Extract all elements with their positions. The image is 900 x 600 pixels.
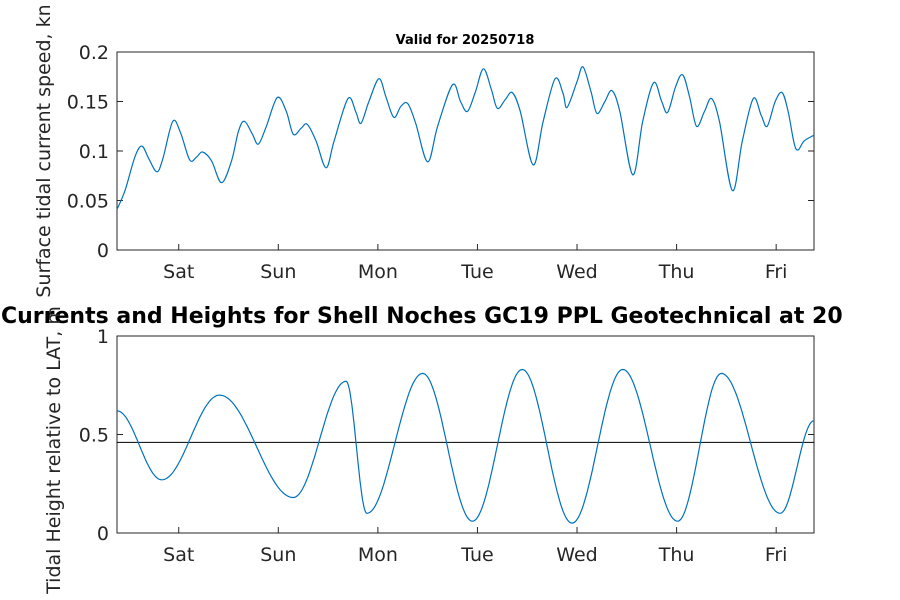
height-chart-title: Currents and Heights for Shell Noches GC… bbox=[1, 304, 843, 329]
current-x-tick-label: Wed bbox=[556, 261, 597, 283]
height-x-tick-label: Thu bbox=[658, 544, 695, 566]
current-x-tick-label: Sun bbox=[260, 261, 296, 283]
height-x-tick-label: Mon bbox=[358, 544, 398, 566]
current-x-tick-label: Thu bbox=[658, 261, 695, 283]
height-y-axis-label: Tidal Height relative to LAT, m bbox=[43, 306, 65, 595]
tidal-height-chart: Currents and Heights for Shell Noches GC… bbox=[1, 304, 843, 595]
current-x-tick-label: Fri bbox=[765, 261, 788, 283]
height-y-axis: 00.51 bbox=[79, 326, 814, 545]
height-x-tick-label: Sat bbox=[163, 544, 194, 566]
current-y-axis: 0 0.05 0.1 0.15 0.2 bbox=[67, 42, 814, 262]
height-x-tick-label: Sun bbox=[260, 544, 296, 566]
current-y-tick-label: 0.1 bbox=[79, 141, 109, 163]
height-y-tick-label: 1 bbox=[97, 326, 109, 348]
tidal-height-series-line bbox=[116, 368, 815, 524]
height-plot-area bbox=[116, 335, 815, 534]
height-x-axis: Sat Sun Mon Tue Wed Thu Fri bbox=[163, 527, 787, 566]
current-y-tick-label: 0.15 bbox=[67, 92, 109, 114]
current-chart-title: Valid for 20250718 bbox=[396, 33, 535, 48]
current-x-tick-label: Mon bbox=[358, 261, 398, 283]
height-y-tick-label: 0 bbox=[97, 523, 109, 545]
current-y-tick-label: 0 bbox=[97, 240, 109, 262]
current-speed-chart: Valid for 20250718 0 0.05 0.1 0.15 0.2 Sat Su… bbox=[33, 4, 815, 298]
height-x-tick-label: Tue bbox=[460, 544, 493, 566]
current-y-tick-label: 0.05 bbox=[67, 191, 109, 213]
height-y-tick-label: 0.5 bbox=[79, 425, 109, 447]
current-plot-area bbox=[116, 51, 815, 251]
current-y-axis-label: Surface tidal current speed, kn bbox=[33, 4, 55, 297]
current-x-axis: Sat Sun Mon Tue Wed Thu Fri bbox=[163, 244, 787, 283]
current-y-tick-label: 0.2 bbox=[79, 42, 109, 64]
current-speed-series-line bbox=[116, 66, 815, 210]
height-x-tick-label: Wed bbox=[556, 544, 597, 566]
current-x-tick-label: Tue bbox=[460, 261, 493, 283]
current-x-tick-label: Sat bbox=[163, 261, 194, 283]
height-x-tick-label: Fri bbox=[765, 544, 788, 566]
